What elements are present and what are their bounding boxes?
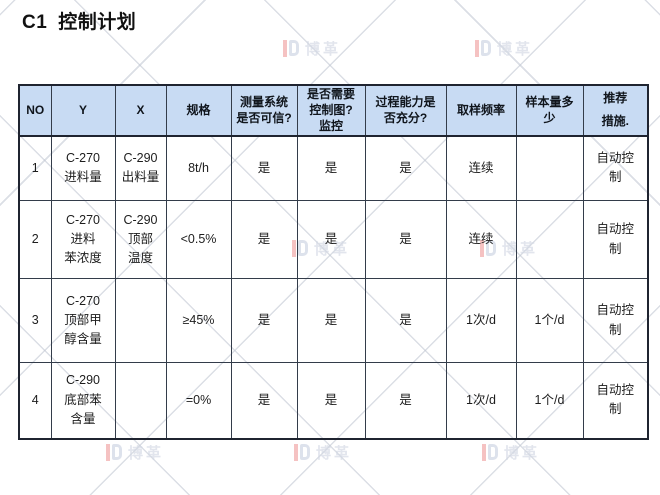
table-row: 3 C-270 顶部甲 醇含量 ≥45% 是 是 是 1次/d 1个/d 自动控… <box>18 278 649 364</box>
cell-y: C-270 进料量 <box>50 135 116 202</box>
cell-no: 1 <box>18 135 52 202</box>
watermark: 博革 <box>475 38 533 59</box>
bogee-logo-icon <box>294 444 311 461</box>
cell-control-chart: 是 <box>296 200 366 280</box>
watermark: 博革 <box>283 38 341 59</box>
watermark-text: 博革 <box>497 41 534 58</box>
cell-y: C-270 顶部甲 醇含量 <box>50 278 116 364</box>
table-row: 4 C-290 底部苯 含量 =0% 是 是 是 1次/d 1个/d 自动控制 <box>18 362 649 440</box>
cell-y: C-290 底部苯 含量 <box>50 362 116 440</box>
cell-x <box>114 278 167 364</box>
cell-sampling-frequency: 1次/d <box>445 278 517 364</box>
watermark: 博革 <box>106 442 164 463</box>
cell-msa: 是 <box>230 278 298 364</box>
cell-sampling-frequency: 连续 <box>445 135 517 202</box>
cell-capability: 是 <box>364 278 447 364</box>
watermark-text: 博革 <box>504 445 541 462</box>
cell-sampling-frequency: 1次/d <box>445 362 517 440</box>
cell-msa: 是 <box>230 135 298 202</box>
cell-sample-size <box>515 135 584 202</box>
column-header-sampling-frequency: 取样频率 <box>445 84 517 137</box>
cell-recommended-action: 自动控制 <box>582 362 649 440</box>
cell-sample-size: 1个/d <box>515 278 584 364</box>
cell-x <box>114 362 167 440</box>
column-header-control-chart: 是否需要 控制图? 监控 <box>296 84 366 137</box>
cell-msa: 是 <box>230 362 298 440</box>
cell-y: C-270 进料 苯浓度 <box>50 200 116 280</box>
watermark-text: 博革 <box>128 445 165 462</box>
cell-sample-size: 1个/d <box>515 362 584 440</box>
bogee-logo-icon <box>106 444 123 461</box>
cell-control-chart: 是 <box>296 278 366 364</box>
column-header-x: X <box>114 84 167 137</box>
cell-control-chart: 是 <box>296 362 366 440</box>
column-header-y: Y <box>50 84 116 137</box>
watermark: 博革 <box>482 442 540 463</box>
cell-sampling-frequency: 连续 <box>445 200 517 280</box>
title-text: 控制计划 <box>58 12 137 33</box>
column-header-spec: 规格 <box>165 84 232 137</box>
watermark-text: 博革 <box>305 41 342 58</box>
cell-spec: <0.5% <box>165 200 232 280</box>
cell-spec: ≥45% <box>165 278 232 364</box>
cell-no: 3 <box>18 278 52 364</box>
cell-sample-size <box>515 200 584 280</box>
cell-recommended-action: 自动控制 <box>582 278 649 364</box>
cell-recommended-action: 自动控制 <box>582 135 649 202</box>
bogee-logo-icon <box>475 40 492 57</box>
cell-recommended-action: 自动控制 <box>582 200 649 280</box>
table-row: 1 C-270 进料量 C-290 出料量 8t/h 是 是 是 连续 自动控制 <box>18 135 649 202</box>
cell-capability: 是 <box>364 200 447 280</box>
cell-x: C-290 顶部 温度 <box>114 200 167 280</box>
bogee-logo-icon <box>482 444 499 461</box>
bogee-logo-icon <box>283 40 300 57</box>
watermark: 博革 <box>294 442 352 463</box>
watermark-text: 博革 <box>316 445 353 462</box>
cell-no: 2 <box>18 200 52 280</box>
cell-spec: =0% <box>165 362 232 440</box>
header-row: NO Y X 规格 测量系统 是否可信? 是否需要 控制图? 监控 过程能力是 … <box>18 84 649 137</box>
column-header-recommended-action: 推荐 措施. <box>582 84 649 137</box>
title-code: C1 <box>22 12 48 33</box>
cell-no: 4 <box>18 362 52 440</box>
column-header-msa: 测量系统 是否可信? <box>230 84 298 137</box>
cell-capability: 是 <box>364 362 447 440</box>
cell-capability: 是 <box>364 135 447 202</box>
column-header-no: NO <box>18 84 52 137</box>
cell-spec: 8t/h <box>165 135 232 202</box>
cell-msa: 是 <box>230 200 298 280</box>
cell-control-chart: 是 <box>296 135 366 202</box>
cell-x: C-290 出料量 <box>114 135 167 202</box>
column-header-sample-size: 样本量多 少 <box>515 84 584 137</box>
column-header-capability: 过程能力是 否充分? <box>364 84 447 137</box>
control-plan-table: NO Y X 规格 测量系统 是否可信? 是否需要 控制图? 监控 过程能力是 … <box>18 84 649 440</box>
page-title: C1 控制计划 <box>22 7 136 34</box>
table-row: 2 C-270 进料 苯浓度 C-290 顶部 温度 <0.5% 是 是 是 连… <box>18 200 649 280</box>
